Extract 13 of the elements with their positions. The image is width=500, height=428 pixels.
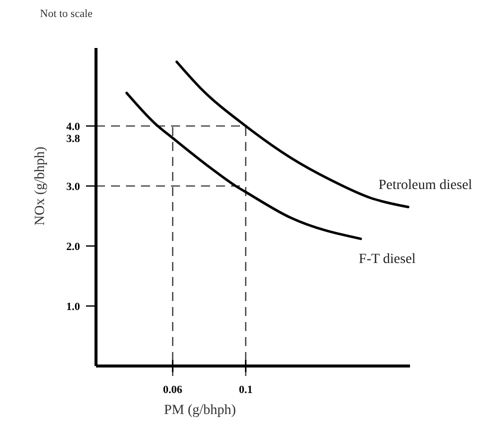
series-label: Petroleum diesel <box>378 178 472 193</box>
text: Not to scale <box>40 8 93 20</box>
x-axis-title: PM (g/bhph) <box>164 403 236 418</box>
series-label: F-T diesel <box>358 252 416 267</box>
y-axis-title: NOx (g/bhph) <box>33 146 48 226</box>
x-tick-label: 0.1 <box>238 384 253 396</box>
line-series <box>125 92 362 240</box>
y-tick-label: 1.0 <box>66 300 80 313</box>
y-tick-label: 3.0 <box>66 180 80 193</box>
y-tick-label: 3.8 <box>66 132 80 145</box>
y-tick-label: 2.0 <box>66 240 80 253</box>
y-tick-label: 4.0 <box>66 120 80 133</box>
x-tick-label: 0.06 <box>163 384 183 396</box>
